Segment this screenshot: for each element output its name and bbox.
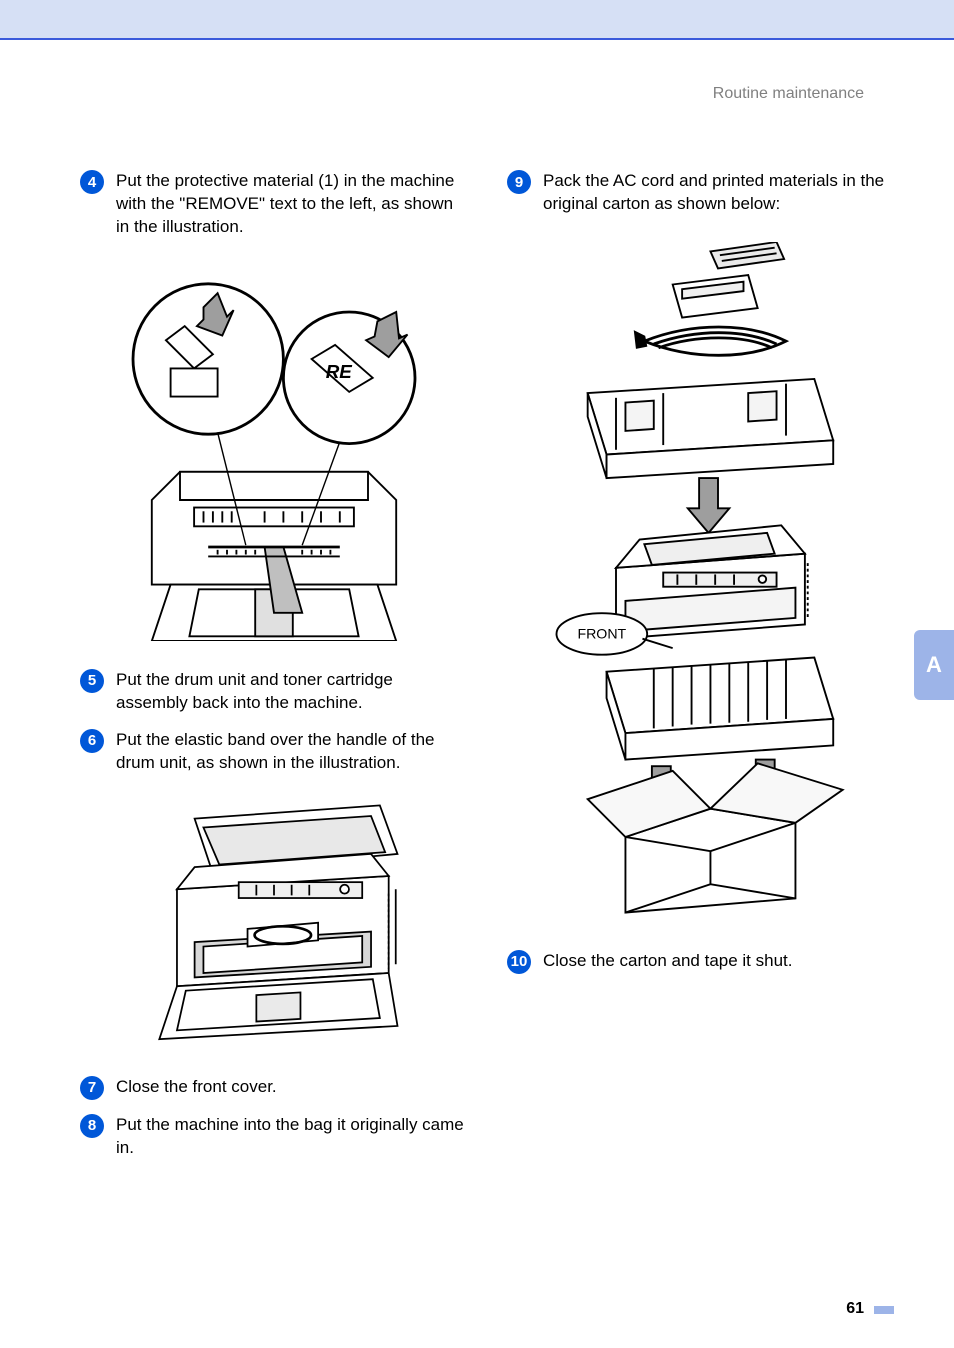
section-header: Routine maintenance (713, 85, 864, 103)
page-number: 61 (846, 1300, 864, 1318)
step-bullet-8: 8 (80, 1114, 104, 1138)
step-text-8: Put the machine into the bag it original… (116, 1114, 467, 1160)
top-band (0, 0, 954, 40)
step-bullet-9: 9 (507, 170, 531, 194)
step-bullet-10: 10 (507, 950, 531, 974)
illustration-step4: RE (80, 265, 467, 641)
step-4: 4 Put the protective material (1) in the… (80, 170, 467, 239)
step-9: 9 Pack the AC cord and printed materials… (507, 170, 894, 216)
step-text-9: Pack the AC cord and printed materials i… (543, 170, 894, 216)
page-body: Routine maintenance 4 Put the protective… (0, 40, 954, 1348)
step-8: 8 Put the machine into the bag it origin… (80, 1114, 467, 1160)
step-bullet-6: 6 (80, 729, 104, 753)
front-label: FRONT (577, 627, 626, 643)
step-text-5: Put the drum unit and toner cartridge as… (116, 669, 467, 715)
left-column: 4 Put the protective material (1) in the… (80, 170, 467, 1173)
step-text-4: Put the protective material (1) in the m… (116, 170, 467, 239)
columns: 4 Put the protective material (1) in the… (80, 170, 894, 1173)
step-bullet-7: 7 (80, 1076, 104, 1100)
illustration-step6 (80, 801, 467, 1048)
step-bullet-5: 5 (80, 669, 104, 693)
step-10: 10 Close the carton and tape it shut. (507, 950, 894, 974)
svg-text:RE: RE (325, 361, 352, 382)
step-5: 5 Put the drum unit and toner cartridge … (80, 669, 467, 715)
step-6: 6 Put the elastic band over the handle o… (80, 729, 467, 775)
step-bullet-4: 4 (80, 170, 104, 194)
step-text-10: Close the carton and tape it shut. (543, 950, 793, 973)
step-7: 7 Close the front cover. (80, 1076, 467, 1100)
section-tab: A (914, 630, 954, 700)
page-accent (874, 1306, 894, 1314)
step-text-7: Close the front cover. (116, 1076, 277, 1099)
illustration-step9: FRONT (507, 242, 894, 922)
step-text-6: Put the elastic band over the handle of … (116, 729, 467, 775)
right-column: 9 Pack the AC cord and printed materials… (507, 170, 894, 1173)
